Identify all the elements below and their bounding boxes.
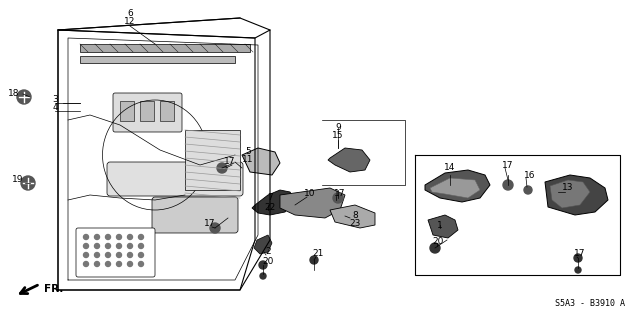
Polygon shape — [545, 175, 608, 215]
Polygon shape — [252, 190, 295, 215]
Circle shape — [106, 262, 111, 266]
Circle shape — [138, 253, 143, 257]
Text: 20: 20 — [432, 238, 444, 247]
Bar — [120, 101, 134, 121]
Text: 9: 9 — [335, 123, 341, 132]
Circle shape — [138, 262, 143, 266]
FancyBboxPatch shape — [113, 93, 182, 132]
Polygon shape — [428, 215, 458, 238]
Text: 17: 17 — [502, 161, 514, 170]
Circle shape — [106, 253, 111, 257]
Text: 1: 1 — [437, 220, 443, 229]
Circle shape — [524, 186, 532, 194]
FancyBboxPatch shape — [107, 162, 243, 196]
Circle shape — [106, 243, 111, 249]
Circle shape — [260, 273, 266, 279]
Circle shape — [503, 180, 513, 190]
Text: 17: 17 — [204, 219, 216, 228]
Text: 2: 2 — [265, 248, 271, 256]
Circle shape — [116, 243, 122, 249]
Polygon shape — [328, 148, 370, 172]
Circle shape — [138, 234, 143, 240]
FancyBboxPatch shape — [152, 197, 238, 233]
Bar — [160, 101, 174, 121]
Text: 17: 17 — [574, 249, 586, 258]
Text: FR.: FR. — [44, 284, 63, 294]
Polygon shape — [242, 148, 280, 175]
Text: 6: 6 — [127, 10, 133, 19]
Text: 13: 13 — [563, 183, 573, 192]
Polygon shape — [330, 205, 375, 228]
Text: 19: 19 — [12, 175, 24, 184]
Text: 20: 20 — [262, 256, 274, 265]
Circle shape — [574, 254, 582, 262]
Text: S5A3 - B3910 A: S5A3 - B3910 A — [555, 299, 625, 308]
Text: 8: 8 — [352, 211, 358, 219]
Text: 7: 7 — [267, 194, 273, 203]
Polygon shape — [430, 178, 480, 198]
Circle shape — [116, 234, 122, 240]
Text: 12: 12 — [124, 18, 136, 26]
Bar — [140, 101, 154, 121]
Circle shape — [21, 176, 35, 190]
Text: 3: 3 — [52, 95, 58, 105]
Polygon shape — [425, 170, 490, 202]
Circle shape — [106, 234, 111, 240]
Circle shape — [83, 262, 88, 266]
Circle shape — [127, 253, 132, 257]
Polygon shape — [550, 180, 590, 208]
Circle shape — [575, 267, 581, 273]
Text: 16: 16 — [524, 170, 536, 180]
FancyBboxPatch shape — [76, 228, 155, 277]
Text: 4: 4 — [52, 103, 58, 113]
Circle shape — [17, 90, 31, 104]
Circle shape — [95, 234, 99, 240]
Circle shape — [83, 234, 88, 240]
Circle shape — [127, 262, 132, 266]
Circle shape — [83, 243, 88, 249]
Circle shape — [210, 223, 220, 233]
Text: 21: 21 — [312, 249, 324, 258]
Text: 14: 14 — [444, 164, 456, 173]
Circle shape — [333, 193, 343, 203]
Text: 17: 17 — [224, 158, 236, 167]
Circle shape — [138, 243, 143, 249]
Text: 23: 23 — [349, 219, 361, 228]
Text: 18: 18 — [8, 90, 20, 99]
Circle shape — [127, 234, 132, 240]
Circle shape — [116, 253, 122, 257]
Circle shape — [95, 243, 99, 249]
Circle shape — [83, 253, 88, 257]
Circle shape — [116, 262, 122, 266]
Bar — [185, 130, 240, 190]
Bar — [80, 44, 250, 52]
Circle shape — [430, 243, 440, 253]
Bar — [80, 56, 235, 63]
Circle shape — [259, 261, 267, 269]
Circle shape — [127, 243, 132, 249]
Circle shape — [95, 253, 99, 257]
Text: 15: 15 — [332, 131, 344, 140]
Circle shape — [310, 256, 318, 264]
Text: 5: 5 — [245, 147, 251, 157]
Text: 22: 22 — [264, 203, 276, 211]
Polygon shape — [254, 235, 272, 254]
Circle shape — [217, 163, 227, 173]
Text: 11: 11 — [243, 155, 253, 165]
Circle shape — [95, 262, 99, 266]
Polygon shape — [280, 188, 345, 218]
Text: 10: 10 — [304, 189, 316, 198]
Text: 17: 17 — [334, 189, 346, 197]
